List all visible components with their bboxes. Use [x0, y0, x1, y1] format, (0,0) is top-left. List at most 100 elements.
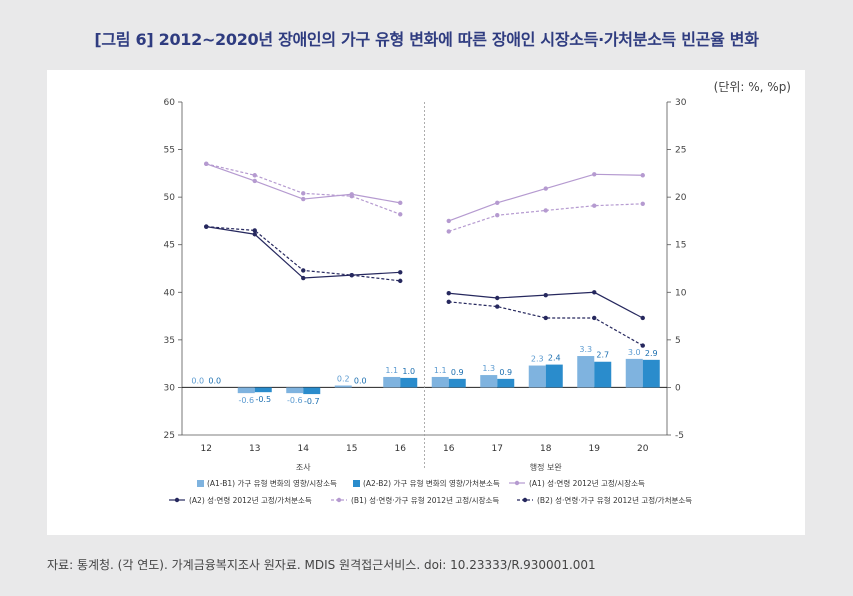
legend-marker	[522, 497, 528, 503]
series-point-2	[543, 208, 548, 213]
bar-a1b1	[625, 358, 643, 388]
legend-label: (A1-B1) 가구 유형 변화의 영향/시장소득	[207, 478, 337, 488]
x-tick-label: 17	[492, 444, 503, 454]
bar-a2b2	[448, 378, 466, 388]
series-point-2	[349, 193, 354, 199]
y-right-tick-label: 10	[675, 288, 687, 298]
bar-data-label: -0.6	[287, 396, 303, 405]
bar-data-label: 0.0	[354, 376, 367, 385]
series-point-2	[252, 173, 257, 178]
series-point-1	[398, 270, 403, 275]
bar-data-label: 2.4	[548, 354, 561, 363]
series-point-0	[446, 218, 451, 224]
y-right-tick-label: -5	[675, 431, 684, 441]
series-line-2	[448, 203, 643, 232]
series-point-0	[592, 172, 597, 177]
bar-a2b2	[400, 377, 418, 388]
bar-data-label: 2.3	[531, 355, 544, 364]
series-point-2	[301, 191, 306, 196]
group-label-survey: 조사	[296, 463, 311, 472]
series-point-1	[301, 275, 306, 281]
series-point-3	[640, 343, 645, 348]
bar-data-label: -0.6	[238, 396, 254, 405]
series-point-3	[204, 224, 209, 229]
legend-marker	[336, 497, 342, 503]
y-left-tick-label: 50	[164, 193, 176, 203]
bar-data-label: 0.0	[208, 376, 221, 385]
series-point-3	[398, 278, 403, 284]
unit-label: (단위: %, %p)	[713, 80, 791, 94]
series-point-1	[543, 292, 548, 298]
y-left-tick-label: 45	[164, 241, 175, 251]
y-left-tick-label: 30	[164, 383, 176, 393]
series-line-3	[448, 301, 644, 347]
group-label-admin: 행정 보완	[530, 462, 563, 472]
y-right-tick-label: 15	[675, 241, 686, 251]
bar-a1b1	[383, 376, 401, 388]
series-point-2	[204, 161, 209, 167]
series-point-3	[495, 304, 500, 309]
legend-label: (A2-B2) 가구 유형 변화의 영향/가처분소득	[363, 478, 500, 488]
y-right-tick-label: 0	[675, 383, 681, 393]
y-left-tick-label: 60	[164, 98, 176, 108]
bar-a2b2	[497, 378, 515, 388]
series-point-2	[398, 212, 403, 217]
series-point-0	[640, 173, 645, 178]
bar-data-label: 3.3	[579, 345, 592, 354]
x-tick-label: 16	[395, 444, 407, 454]
series-point-3	[543, 315, 548, 321]
bar-data-label: 1.3	[482, 364, 495, 373]
series-point-1	[446, 291, 451, 296]
chart-title: [그림 6] 2012~2020년 장애인의 가구 유형 변화에 따른 장애인 …	[94, 30, 759, 49]
series-line-3	[206, 226, 401, 282]
series-point-0	[543, 186, 548, 191]
series-point-2	[446, 229, 451, 234]
x-tick-label: 20	[637, 444, 649, 454]
bar-data-label: 3.0	[628, 348, 641, 357]
series-point-1	[640, 315, 645, 321]
chart-svg: 25 30 35 40 45 50 55 60 -5 0 5 10 15 20 25 30 12 13 14 15 16…	[164, 98, 693, 505]
legend-label: (B2) 성·연령·가구 유형 2012년 고정/가처분소득	[537, 495, 692, 505]
bar-a1b1	[577, 356, 595, 388]
x-tick-label: 14	[298, 444, 310, 454]
bar-a2b2	[545, 364, 563, 388]
series-point-0	[495, 200, 500, 206]
legend-label: (A1) 성·연령 2012년 고정/시장소득	[529, 478, 645, 488]
legend-marker	[514, 480, 520, 486]
legend-label: (A2) 성·연령 2012년 고정/가처분소득	[189, 495, 312, 505]
bar-a1b1	[286, 387, 304, 394]
legend-swatch	[197, 480, 204, 487]
bar-a1b1	[480, 375, 498, 388]
series-point-0	[398, 200, 403, 206]
bar-data-label: 1.1	[434, 366, 447, 375]
bar-data-label: 2.9	[645, 349, 658, 358]
x-tick-label: 15	[346, 444, 357, 454]
bar-a1b1	[237, 387, 255, 394]
y-right-tick-label: 25	[675, 146, 686, 156]
y-left-tick-label: 35	[164, 336, 175, 346]
bar-a2b2	[303, 387, 321, 395]
x-tick-label: 12	[201, 444, 212, 454]
bar-data-label: -0.7	[304, 397, 320, 406]
legend-swatch	[353, 480, 360, 487]
y-left-tick-label: 25	[164, 431, 175, 441]
y-right-tick-label: 30	[675, 98, 687, 108]
chart-panel: (단위: %, %p) 25 30 35 40 45 50 55 60 -5 0 5 10 15 20 25…	[47, 70, 805, 535]
y-left-tick-label: 55	[164, 146, 175, 156]
series-line-0	[448, 173, 643, 222]
series-point-1	[592, 290, 597, 295]
series-point-3	[446, 299, 451, 304]
y-left-tick-label: 40	[164, 288, 176, 298]
bar-data-label: 2.7	[596, 351, 609, 360]
series-point-3	[349, 272, 354, 278]
y-right-tick-label: 5	[675, 336, 681, 346]
bar-data-label: 0.2	[337, 375, 350, 384]
bar-a1b1	[334, 385, 352, 388]
bar-data-label: 0.0	[191, 376, 204, 385]
x-tick-label: 18	[540, 444, 552, 454]
series-point-2	[592, 203, 597, 208]
series-point-3	[252, 228, 257, 233]
bar-data-label: 1.1	[385, 366, 398, 375]
series-point-1	[495, 295, 500, 301]
series-point-0	[252, 178, 257, 184]
